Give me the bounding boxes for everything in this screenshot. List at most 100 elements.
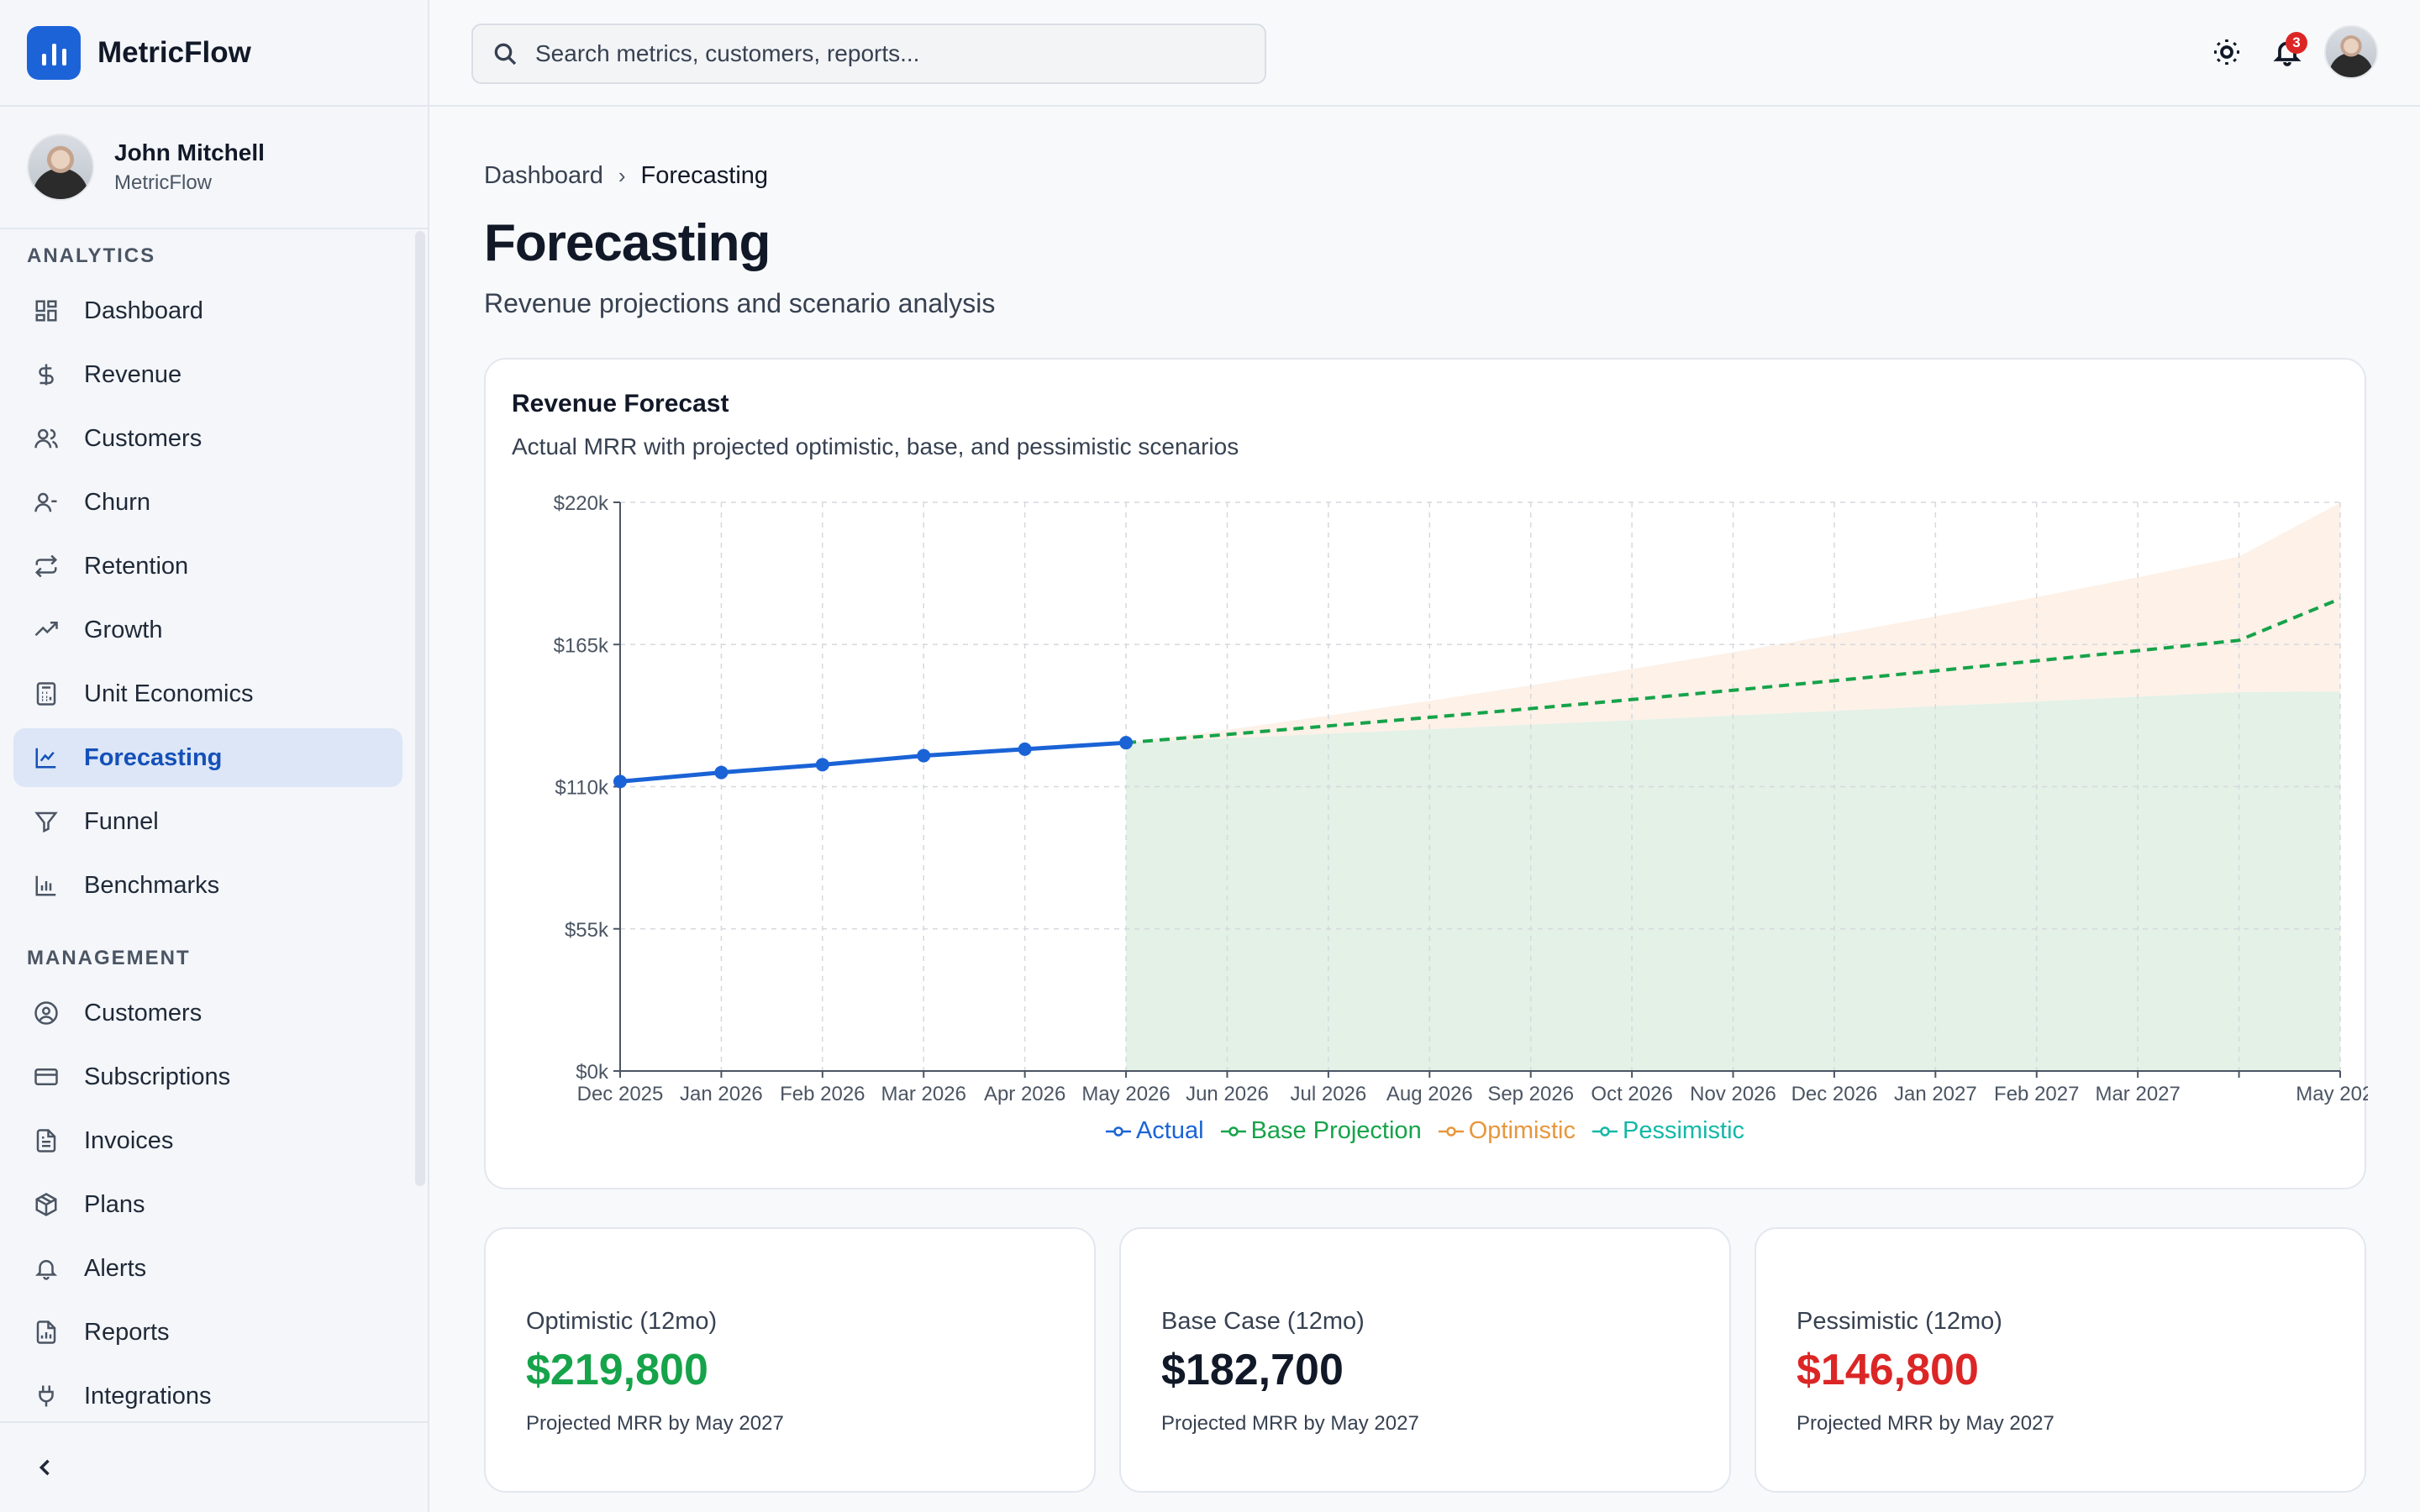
x-tick-label: Jun 2026 bbox=[1186, 1083, 1269, 1105]
x-tick-label: Sep 2026 bbox=[1487, 1083, 1574, 1105]
y-tick-label: $0k bbox=[576, 1061, 609, 1084]
sidebar-item-benchmarks[interactable]: Benchmarks bbox=[13, 856, 402, 915]
x-tick-label: Oct 2026 bbox=[1591, 1083, 1672, 1105]
sidebar-item-label: Dashboard bbox=[84, 297, 203, 324]
sidebar-item-label: Growth bbox=[84, 616, 163, 643]
brand-name: MetricFlow bbox=[97, 35, 251, 69]
legend-item-pessimistic[interactable]: Pessimistic bbox=[1592, 1117, 1744, 1145]
dollar-icon bbox=[34, 362, 59, 387]
user-circle-icon bbox=[34, 1000, 59, 1026]
brand[interactable]: MetricFlow bbox=[0, 0, 428, 107]
legend-label: Base Projection bbox=[1250, 1117, 1422, 1144]
user-avatar-button[interactable] bbox=[2324, 25, 2378, 79]
sidebar-item-manage-subscriptions[interactable]: Subscriptions bbox=[13, 1047, 402, 1106]
x-tick-label: Dec 2025 bbox=[577, 1083, 664, 1105]
sidebar-item-manage-invoices[interactable]: Invoices bbox=[13, 1111, 402, 1170]
x-tick-label: Feb 2026 bbox=[780, 1083, 865, 1105]
legend-label: Optimistic bbox=[1468, 1117, 1576, 1144]
actual-line bbox=[619, 740, 1127, 784]
nav-section-management: MANAGEMENT bbox=[27, 947, 191, 969]
chart-legend: Actual Base Projection Optimistic Pessimist… bbox=[486, 1117, 2365, 1145]
sidebar-item-revenue[interactable]: Revenue bbox=[13, 345, 402, 404]
chevron-left-icon bbox=[39, 1459, 50, 1476]
sidebar-item-dashboard[interactable]: Dashboard bbox=[13, 281, 402, 340]
sidebar-item-retention[interactable]: Retention bbox=[13, 537, 402, 596]
x-tick-label: Nov 2026 bbox=[1690, 1083, 1776, 1105]
y-tick-label: $55k bbox=[565, 919, 609, 942]
search-input[interactable] bbox=[535, 40, 1241, 67]
users-icon bbox=[34, 426, 59, 451]
sidebar-item-manage-alerts[interactable]: Alerts bbox=[13, 1239, 402, 1298]
filter-icon bbox=[34, 809, 59, 834]
sidebar-item-label: Alerts bbox=[84, 1254, 147, 1282]
legend-item-actual[interactable]: Actual bbox=[1105, 1117, 1204, 1145]
chart-subtitle: Actual MRR with projected optimistic, ba… bbox=[512, 433, 1239, 459]
revenue-forecast-card: $0k $55k $110k $165k $220k Dec 2025 Jan 2026 Fe… bbox=[484, 358, 2368, 1189]
collapse-sidebar-button[interactable] bbox=[0, 1421, 428, 1512]
legend-item-optimistic[interactable]: Optimistic bbox=[1438, 1117, 1576, 1145]
sidebar-item-customers[interactable]: Customers bbox=[13, 409, 402, 468]
x-tick-label: Jan 2026 bbox=[680, 1083, 763, 1105]
stat-value: $146,800 bbox=[1797, 1346, 1979, 1394]
actual-point bbox=[1119, 736, 1134, 750]
chevron-right-icon: › bbox=[618, 163, 626, 188]
x-tick-label: Dec 2026 bbox=[1791, 1083, 1878, 1105]
revenue-forecast-chart: $0k $55k $110k $165k $220k Dec 2025 Jan 2026 Fe… bbox=[554, 492, 2368, 1105]
x-tick-label: Aug 2026 bbox=[1386, 1083, 1473, 1105]
sidebar-item-funnel[interactable]: Funnel bbox=[13, 792, 402, 851]
actual-point bbox=[714, 765, 729, 780]
plug-icon bbox=[34, 1383, 59, 1409]
legend-marker-icon bbox=[1438, 1126, 1464, 1137]
legend-marker-icon bbox=[1220, 1126, 1246, 1137]
notifications-button[interactable]: 3 bbox=[2260, 25, 2314, 79]
sidebar-item-label: Churn bbox=[84, 488, 150, 516]
search-icon bbox=[494, 43, 517, 66]
sidebar-item-churn[interactable]: Churn bbox=[13, 473, 402, 532]
sidebar-item-manage-reports[interactable]: Reports bbox=[13, 1303, 402, 1362]
x-tick-label: Jan 2027 bbox=[1894, 1083, 1977, 1105]
sidebar-item-growth[interactable]: Growth bbox=[13, 601, 402, 659]
sidebar-item-manage-integrations[interactable]: Integrations bbox=[13, 1367, 402, 1425]
dashboard-icon bbox=[34, 298, 59, 323]
sidebar-item-label: Reports bbox=[84, 1318, 170, 1346]
sidebar-item-manage-plans[interactable]: Plans bbox=[13, 1175, 402, 1234]
x-tick-label: May 2027 bbox=[2296, 1083, 2368, 1105]
search-bar[interactable] bbox=[471, 24, 1266, 84]
sidebar-item-label: Integrations bbox=[84, 1382, 212, 1410]
sidebar-item-manage-customers[interactable]: Customers bbox=[13, 984, 402, 1042]
sidebar-item-label: Revenue bbox=[84, 360, 182, 388]
repeat-icon bbox=[34, 554, 59, 579]
legend-item-base-projection[interactable]: Base Projection bbox=[1220, 1117, 1422, 1145]
breadcrumb-current: Forecasting bbox=[640, 162, 769, 189]
sidebar-item-label: Customers bbox=[84, 424, 203, 452]
sidebar-item-unit-economics[interactable]: Unit Economics bbox=[13, 664, 402, 723]
x-tick-label: Mar 2027 bbox=[2095, 1083, 2180, 1105]
sidebar-item-label: Benchmarks bbox=[84, 871, 220, 899]
sidebar-item-label: Funnel bbox=[84, 807, 159, 835]
bar-chart-icon bbox=[34, 873, 59, 898]
user-profile[interactable]: John Mitchell MetricFlow bbox=[0, 107, 428, 229]
legend-marker-icon bbox=[1592, 1126, 1618, 1137]
file-chart-icon bbox=[34, 1320, 59, 1345]
user-minus-icon bbox=[34, 490, 59, 515]
sidebar-item-forecasting[interactable]: Forecasting bbox=[13, 728, 402, 787]
stat-label: Base Case (12mo) bbox=[1161, 1308, 1365, 1335]
line-chart-icon bbox=[34, 745, 59, 770]
stat-note: Projected MRR by May 2027 bbox=[526, 1412, 784, 1435]
file-text-icon bbox=[34, 1128, 59, 1153]
actual-point bbox=[917, 748, 931, 763]
y-tick-label: $110k bbox=[555, 777, 609, 800]
stat-value: $219,800 bbox=[526, 1346, 708, 1394]
sidebar-item-label: Retention bbox=[84, 552, 189, 580]
page-subtitle: Revenue projections and scenario analysi… bbox=[484, 288, 996, 318]
stat-note: Projected MRR by May 2027 bbox=[1161, 1412, 1419, 1435]
stat-value: $182,700 bbox=[1161, 1346, 1344, 1394]
page-title: Forecasting bbox=[484, 214, 771, 272]
sidebar-scrollbar[interactable] bbox=[415, 231, 425, 1186]
credit-card-icon bbox=[34, 1064, 59, 1089]
actual-point bbox=[815, 758, 829, 772]
breadcrumb-dashboard-link[interactable]: Dashboard bbox=[484, 162, 603, 189]
theme-toggle-button[interactable] bbox=[2200, 25, 2254, 79]
x-tick-label: May 2026 bbox=[1081, 1083, 1170, 1105]
optimistic-band bbox=[1126, 502, 2340, 743]
